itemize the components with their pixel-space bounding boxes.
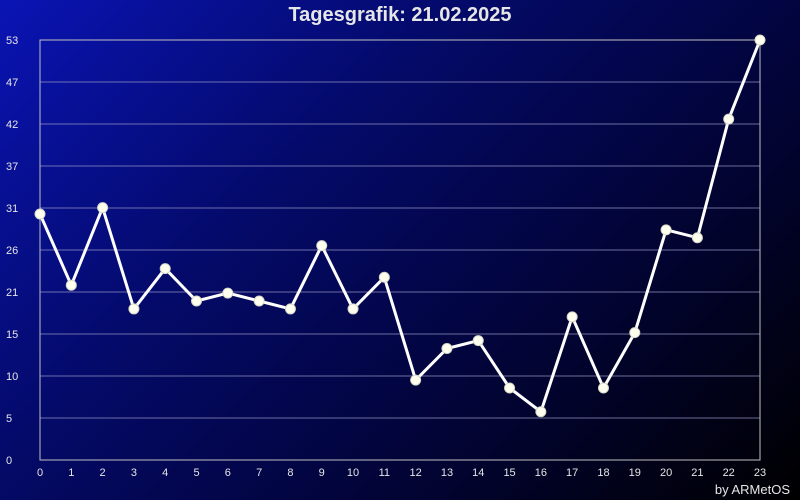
y-tick-label: 53 bbox=[6, 35, 18, 47]
x-tick-label: 4 bbox=[162, 467, 168, 479]
data-point bbox=[284, 303, 296, 315]
data-point bbox=[222, 287, 234, 299]
data-point bbox=[347, 303, 359, 315]
data-point bbox=[34, 208, 46, 220]
x-tick-label: 10 bbox=[347, 467, 359, 479]
series-line bbox=[38, 39, 762, 414]
y-tick-label: 5 bbox=[6, 413, 12, 425]
x-tick-label: 15 bbox=[503, 467, 515, 479]
x-tick-label: 0 bbox=[37, 467, 43, 479]
x-tick-label: 22 bbox=[723, 467, 735, 479]
data-point bbox=[723, 113, 735, 125]
data-point bbox=[566, 311, 578, 323]
x-tick-label: 17 bbox=[566, 467, 578, 479]
data-point bbox=[754, 34, 766, 46]
chart-title: Tagesgrafik: 21.02.2025 bbox=[288, 4, 512, 26]
series-markers bbox=[34, 34, 766, 418]
data-point bbox=[253, 295, 265, 307]
y-tick-label: 37 bbox=[6, 161, 18, 173]
data-point bbox=[629, 327, 641, 339]
data-point bbox=[691, 232, 703, 244]
y-axis-ticks: 0 5 10 15 21 26 31 37 42 47 53 bbox=[6, 35, 18, 467]
x-tick-label: 21 bbox=[691, 467, 703, 479]
x-tick-label: 20 bbox=[660, 467, 672, 479]
x-tick-label: 18 bbox=[597, 467, 609, 479]
data-point bbox=[535, 406, 547, 418]
data-point bbox=[472, 335, 484, 347]
y-tick-label: 0 bbox=[6, 455, 12, 467]
data-point bbox=[410, 374, 422, 386]
x-tick-label: 6 bbox=[225, 467, 231, 479]
x-tick-label: 7 bbox=[256, 467, 262, 479]
data-point bbox=[441, 342, 453, 354]
x-tick-label: 9 bbox=[319, 467, 325, 479]
data-point bbox=[660, 224, 672, 236]
x-tick-label: 2 bbox=[100, 467, 106, 479]
data-point bbox=[378, 271, 390, 283]
data-point bbox=[597, 382, 609, 394]
data-point bbox=[65, 279, 77, 291]
grid-lines bbox=[40, 81, 760, 419]
x-tick-label: 23 bbox=[754, 467, 766, 479]
x-tick-label: 16 bbox=[535, 467, 547, 479]
x-tick-label: 13 bbox=[441, 467, 453, 479]
credit-text: by ARMetOS bbox=[714, 482, 790, 497]
data-point bbox=[128, 303, 140, 315]
plot-frame bbox=[39, 39, 761, 461]
data-point bbox=[191, 295, 203, 307]
y-tick-label: 26 bbox=[6, 245, 18, 257]
y-tick-label: 10 bbox=[6, 371, 18, 383]
y-tick-label: 42 bbox=[6, 119, 18, 131]
y-tick-label: 47 bbox=[6, 77, 18, 89]
x-tick-label: 19 bbox=[629, 467, 641, 479]
data-point bbox=[504, 382, 516, 394]
x-tick-label: 8 bbox=[287, 467, 293, 479]
x-tick-label: 12 bbox=[410, 467, 422, 479]
x-tick-label: 5 bbox=[193, 467, 199, 479]
y-tick-label: 15 bbox=[6, 329, 18, 341]
y-tick-label: 31 bbox=[6, 203, 18, 215]
data-point bbox=[97, 202, 109, 214]
y-tick-label: 21 bbox=[6, 287, 18, 299]
x-tick-label: 3 bbox=[131, 467, 137, 479]
data-point bbox=[316, 240, 328, 252]
x-tick-label: 1 bbox=[68, 467, 74, 479]
x-axis-ticks: 0 1 2 3 4 5 6 7 8 9 10 11 12 13 14 15 16 17 18 19 20 21 22 23 bbox=[37, 467, 766, 479]
x-tick-label: 11 bbox=[379, 467, 390, 479]
x-tick-label: 14 bbox=[472, 467, 484, 479]
data-point bbox=[159, 263, 171, 275]
